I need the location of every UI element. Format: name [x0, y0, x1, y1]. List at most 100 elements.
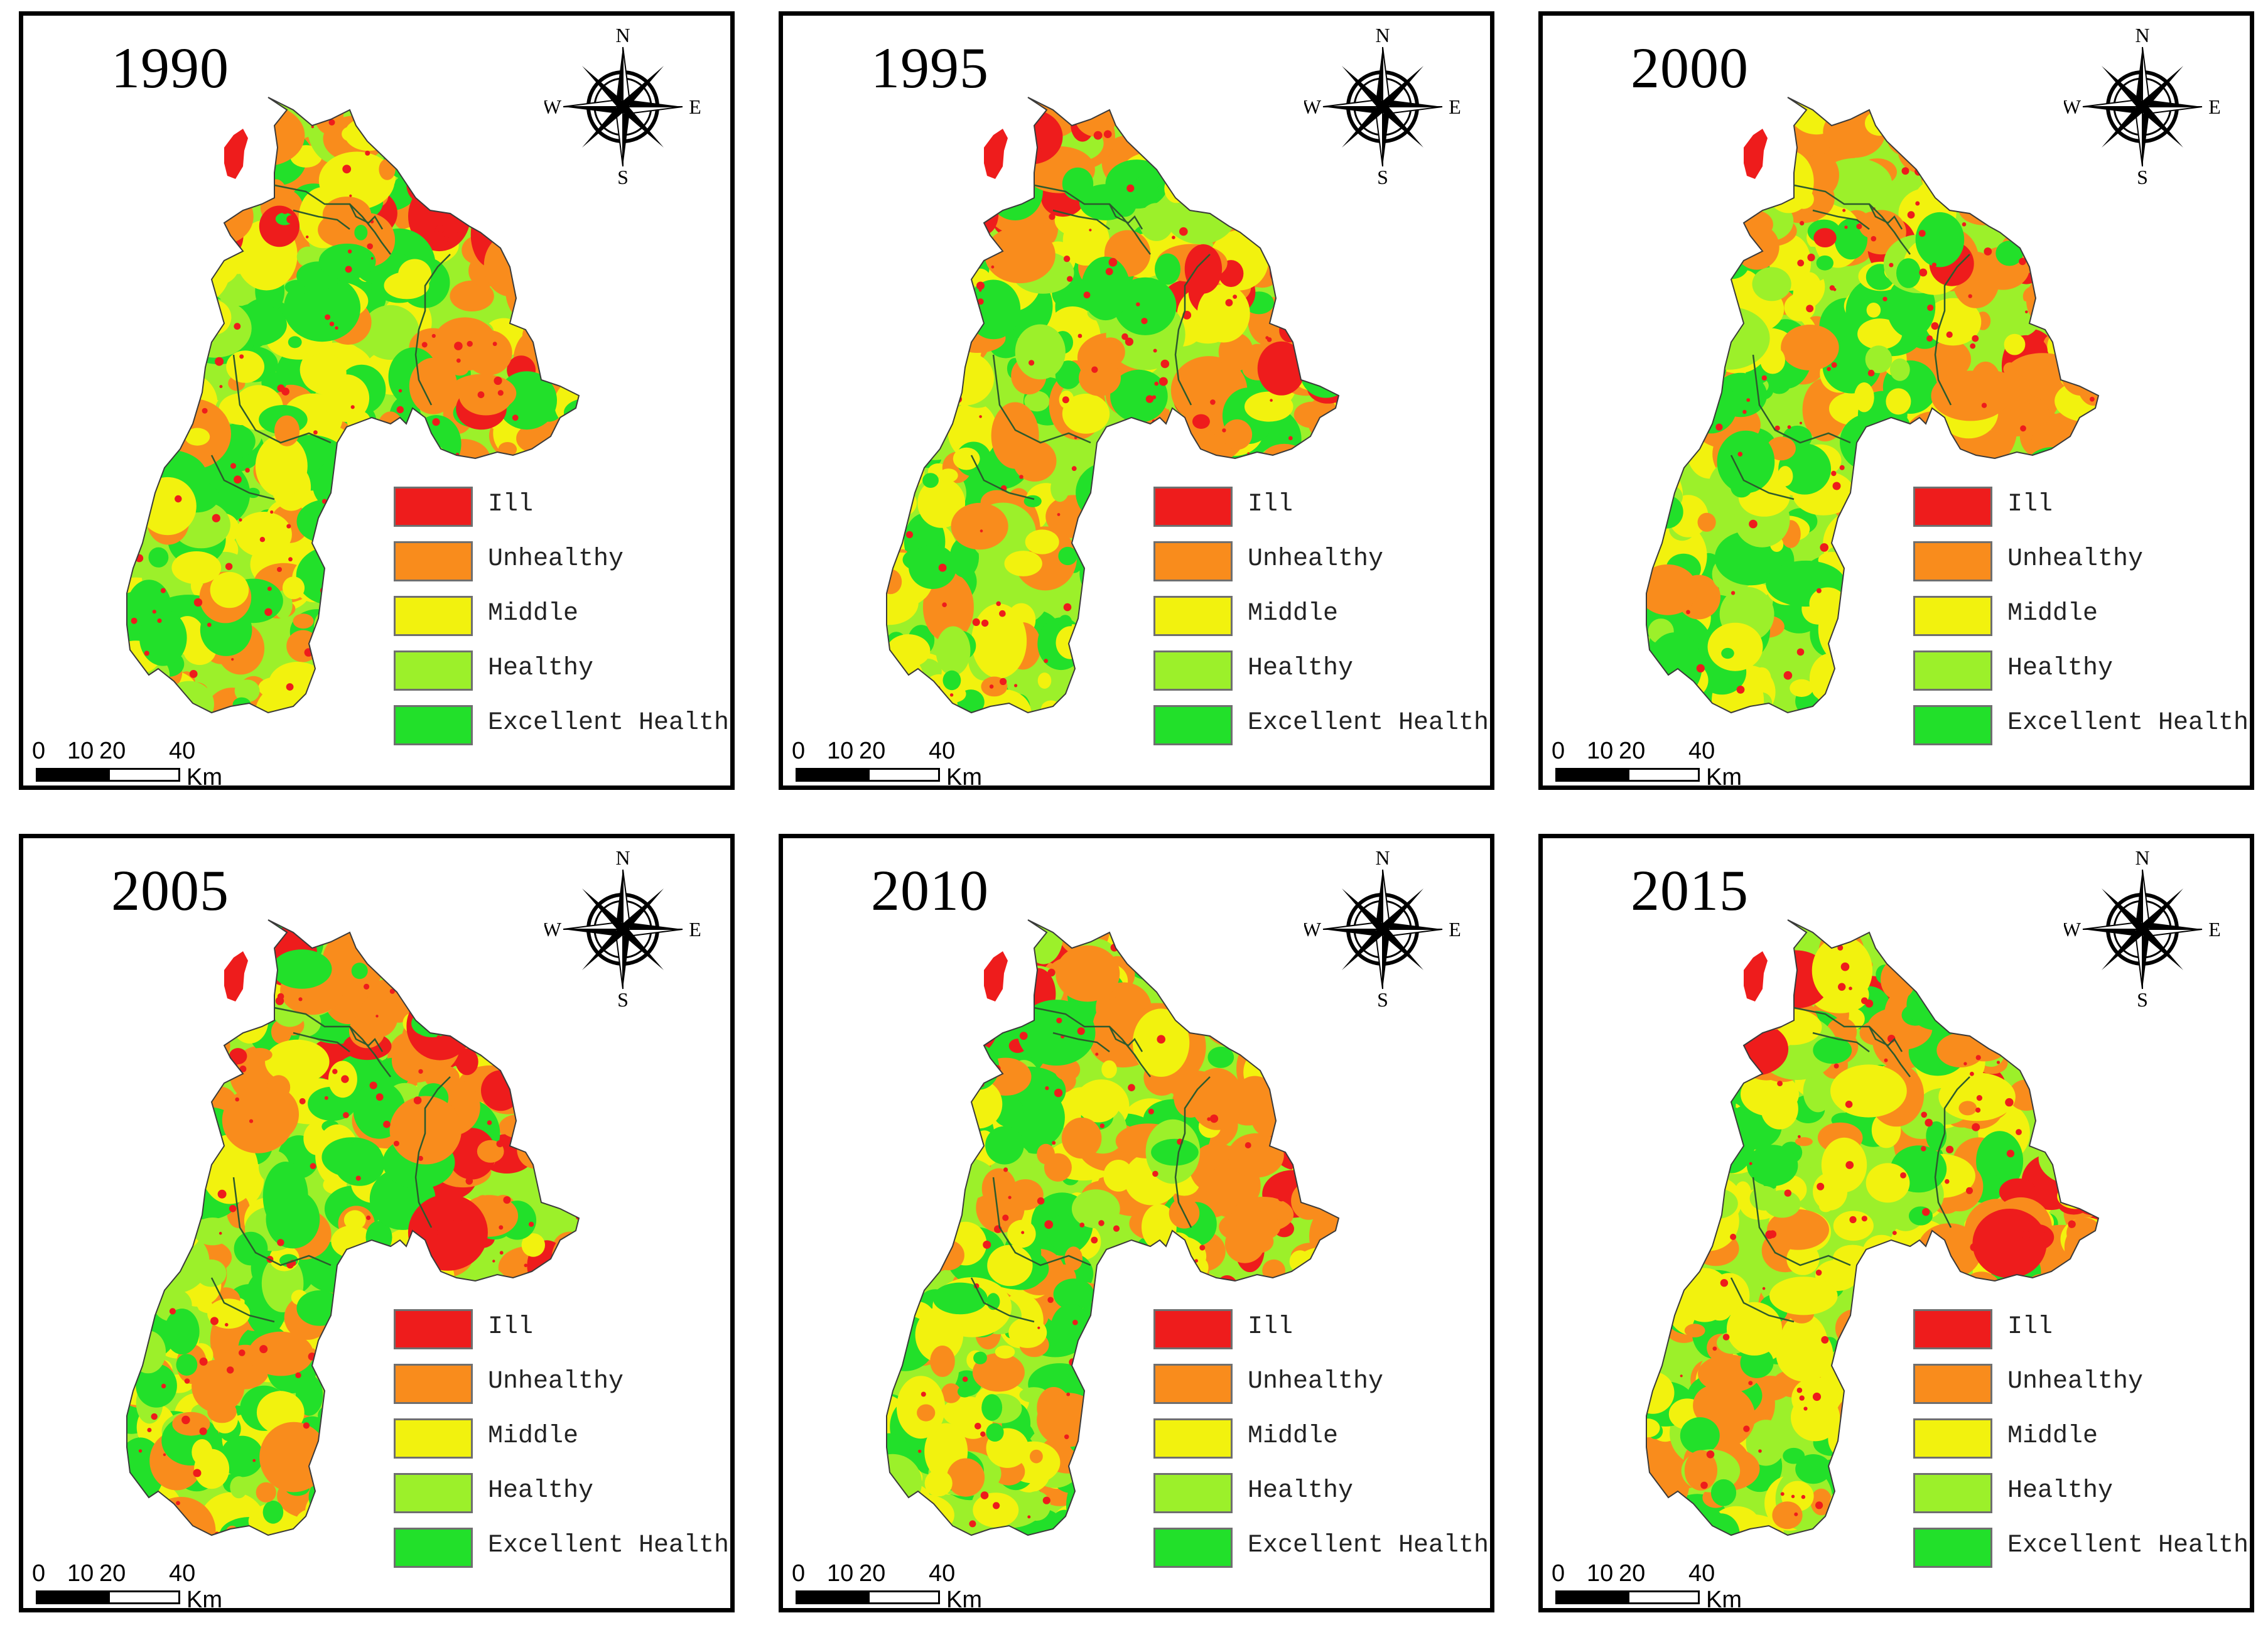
- health-patch: [314, 97, 344, 134]
- ill-speckle: [982, 1014, 986, 1018]
- health-patch: [1299, 235, 1312, 254]
- ill-speckle: [1712, 1150, 1717, 1155]
- ill-speckle: [1774, 425, 1780, 431]
- health-patch: [887, 222, 913, 269]
- compass-rose-icon: N S W E: [2064, 28, 2221, 185]
- ill-speckle: [1270, 399, 1273, 402]
- health-patch: [917, 478, 966, 528]
- health-patch: [1772, 1501, 1803, 1530]
- health-patch: [937, 219, 977, 244]
- scale-tick-10: 10: [1587, 1560, 1614, 1587]
- ill-speckle: [432, 418, 440, 426]
- health-patch: [1712, 196, 1745, 217]
- health-patch: [1199, 117, 1238, 149]
- ill-speckle: [343, 1482, 350, 1489]
- ill-speckle: [1314, 437, 1320, 443]
- ill-speckle: [1861, 588, 1869, 597]
- ill-speckle: [898, 997, 905, 1005]
- health-patch: [1686, 306, 1770, 370]
- scale-tick-20: 20: [859, 1560, 886, 1587]
- legend-swatch: [394, 596, 473, 636]
- scale-tick-20: 20: [1619, 1560, 1646, 1587]
- legend-swatch: [1913, 1473, 1992, 1513]
- map-panel-2000: 2000 N S W E IllUnhealthyMiddleHealthyEx…: [1538, 11, 2254, 790]
- health-patch: [1093, 1283, 1116, 1303]
- health-patch: [1047, 1214, 1080, 1251]
- health-patch: [145, 1158, 189, 1209]
- health-patch: [1010, 1088, 1065, 1148]
- health-patch: [127, 192, 149, 231]
- health-patch: [1715, 178, 1754, 213]
- health-patch: [1259, 107, 1288, 136]
- health-patch: [127, 665, 149, 713]
- health-patch: [327, 1425, 346, 1442]
- ill-speckle: [328, 119, 335, 126]
- district-boundaries: [970, 1007, 1211, 1323]
- legend-label: Ill: [488, 1313, 534, 1341]
- health-patch: [1148, 936, 1194, 974]
- health-patch: [1869, 628, 1912, 666]
- health-patch: [1894, 113, 1931, 158]
- health-patch: [1646, 117, 1673, 148]
- health-patch: [554, 377, 579, 431]
- ill-speckle: [1827, 696, 1833, 701]
- health-patch: [400, 971, 426, 991]
- health-patch: [2031, 255, 2049, 270]
- ill-speckle: [375, 1015, 379, 1018]
- ill-speckle: [1857, 1539, 1859, 1541]
- health-patch: [375, 124, 400, 142]
- ill-speckle: [366, 1215, 371, 1221]
- health-patch: [1887, 119, 1925, 156]
- scale-bar-black: [36, 768, 108, 782]
- ill-speckle: [369, 598, 374, 603]
- health-patch: [892, 289, 935, 330]
- ill-speckle: [1079, 1508, 1083, 1512]
- ill-speckle: [161, 215, 170, 224]
- scale-bar: 0 10 20 40 Km: [1552, 1560, 1781, 1608]
- ill-speckle: [1833, 1063, 1839, 1069]
- health-patch: [433, 100, 512, 177]
- health-patch: [127, 1505, 151, 1535]
- district-boundary-line: [1174, 1076, 1211, 1228]
- health-patch: [1237, 1076, 1272, 1106]
- ill-speckle: [440, 185, 443, 189]
- health-patch: [1231, 920, 1302, 968]
- health-patch: [1870, 701, 1904, 713]
- health-patch: [951, 338, 969, 354]
- health-patch: [1842, 635, 1904, 703]
- ill-speckle: [1801, 1494, 1806, 1499]
- legend: Ill Unhealthy Middle Healthy Excellent Healt…: [394, 487, 730, 760]
- ill-speckle: [415, 1034, 423, 1041]
- ill-speckle: [1731, 1025, 1735, 1029]
- health-patch: [1646, 1062, 1661, 1080]
- health-patch: [127, 421, 150, 445]
- health-patch: [1938, 160, 1990, 200]
- ill-speckle: [2024, 181, 2030, 187]
- ill-speckle: [1686, 610, 1690, 615]
- health-patch: [436, 953, 503, 1000]
- health-patch: [1084, 1481, 1116, 1514]
- ill-speckle: [438, 451, 446, 459]
- ill-speckle: [127, 1343, 132, 1350]
- ill-speckle: [141, 180, 149, 188]
- map-panel-2005: 2005 N S W E IllUnhealthyMiddleHealthyEx…: [19, 834, 735, 1612]
- ill-speckle: [1827, 367, 1831, 371]
- scale-tick-0: 0: [1552, 738, 1565, 764]
- health-patch: [176, 1354, 198, 1376]
- health-patch: [1925, 298, 1982, 346]
- health-patch: [391, 97, 416, 122]
- health-patch: [475, 159, 513, 206]
- health-patch: [131, 1177, 190, 1249]
- ill-speckle: [962, 156, 965, 160]
- health-patch: [1270, 1081, 1335, 1142]
- health-patch: [931, 263, 961, 288]
- ill-speckle: [1970, 1243, 1979, 1251]
- ill-speckle: [583, 1124, 591, 1132]
- health-patch: [1790, 679, 1814, 697]
- health-patch: [1110, 369, 1168, 423]
- ill-speckle: [1849, 986, 1852, 990]
- health-patch: [931, 1194, 956, 1218]
- health-patch: [377, 964, 392, 976]
- ill-speckle: [1918, 470, 1922, 475]
- health-patch: [917, 1404, 936, 1422]
